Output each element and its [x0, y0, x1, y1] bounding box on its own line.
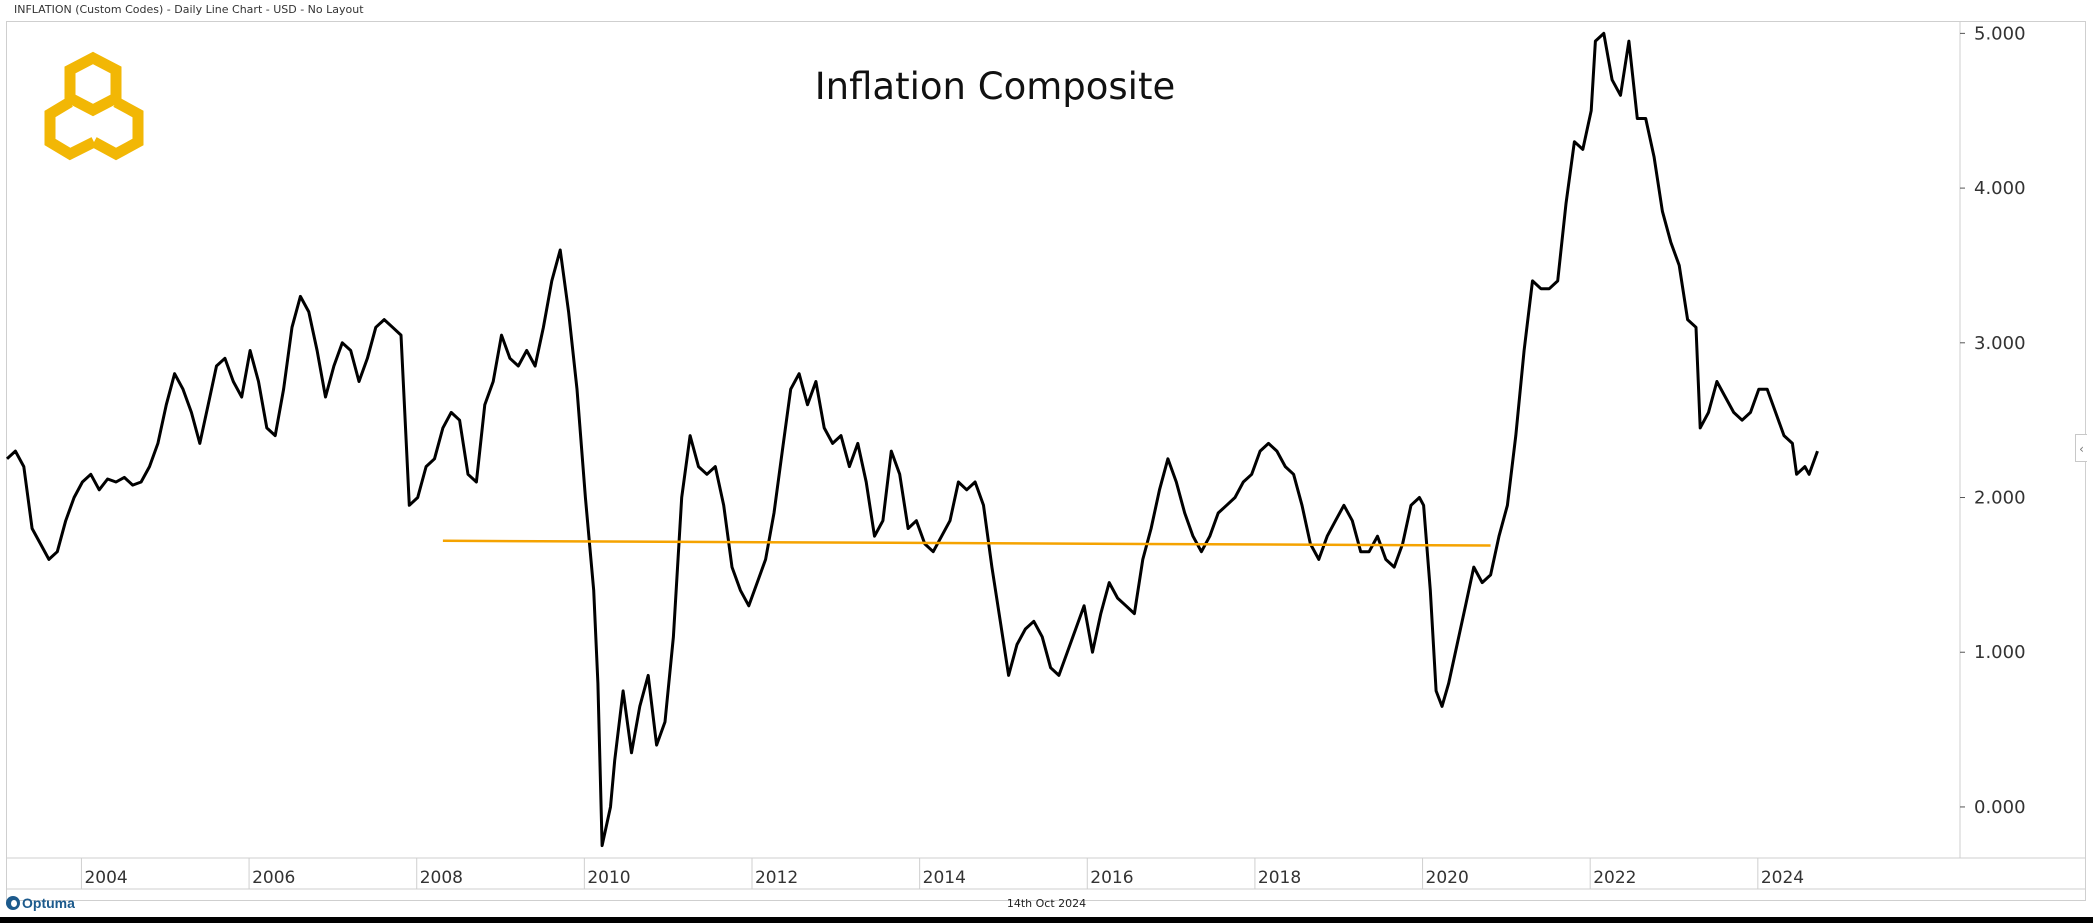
x-tick-label: 2016 [1090, 868, 1133, 888]
logo-icon [44, 51, 144, 161]
y-tick-label: 1.000 [1974, 642, 2026, 663]
y-tick-label: 4.000 [1974, 178, 2026, 199]
x-axis-ticks: 2004 2006 2008 2010 2012 2014 2016 2018 2020 2022… [6, 858, 2086, 890]
y-tick-label: 3.000 [1974, 333, 2026, 354]
x-tick-label: 2004 [84, 868, 127, 888]
x-tick-label: 2008 [420, 868, 463, 888]
optuma-logo-icon [6, 896, 20, 910]
x-tick-label: 2022 [1593, 868, 1636, 888]
date-label: 14th Oct 2024 [1006, 897, 1087, 910]
series-layer [5, 31, 1819, 848]
y-tick-label: 0.000 [1974, 797, 2026, 818]
x-tick-label: 2014 [923, 868, 966, 888]
bottom-border [0, 917, 2093, 923]
y-tick-label: 2.000 [1974, 488, 2026, 509]
brand-logo: Optuma [6, 895, 75, 911]
chart-title: Inflation Composite [815, 65, 1175, 108]
series-line-inflation-composite [5, 31, 1819, 848]
series-line-average [442, 539, 1491, 547]
x-tick-label: 2006 [252, 868, 295, 888]
y-axis-ticks: 0.000 1.000 2.000 3.000 4.000 5.000 [1960, 23, 2026, 818]
x-tick-label: 2012 [755, 868, 798, 888]
collapse-panel-button[interactable]: ‹ [2075, 434, 2087, 462]
chevron-left-icon: ‹ [2079, 442, 2084, 456]
x-tick-label: 2018 [1258, 868, 1301, 888]
brand-name: Optuma [22, 895, 75, 911]
y-tick-label: 5.000 [1974, 23, 2026, 44]
x-tick-label: 2010 [587, 868, 630, 888]
x-tick-label: 2024 [1761, 868, 1804, 888]
x-tick-label: 2020 [1426, 868, 1469, 888]
window-title: INFLATION (Custom Codes) - Daily Line Ch… [14, 3, 364, 16]
